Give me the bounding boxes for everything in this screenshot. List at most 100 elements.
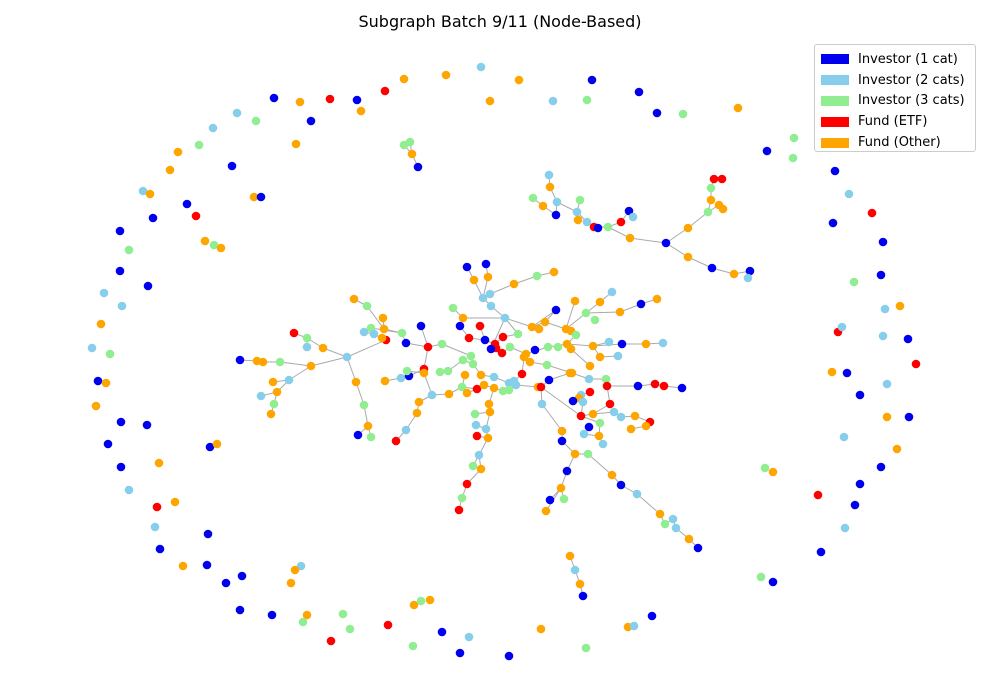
graph-node: [678, 109, 688, 119]
graph-node: [849, 277, 859, 287]
graph-node: [543, 342, 553, 352]
graph-node: [470, 409, 480, 419]
graph-node: [768, 577, 778, 587]
graph-node: [462, 479, 472, 489]
graph-node: [658, 338, 668, 348]
graph-node: [565, 368, 575, 378]
graph-node: [576, 411, 586, 421]
legend-swatch: [821, 54, 849, 65]
graph-node: [855, 390, 865, 400]
graph-node: [628, 212, 638, 222]
legend-swatch: [821, 116, 849, 127]
graph-node: [911, 359, 921, 369]
graph-node: [504, 385, 514, 395]
graph-node: [545, 182, 555, 192]
graph-node: [454, 505, 464, 515]
graph-node: [509, 279, 519, 289]
graph-node: [379, 324, 389, 334]
graph-node: [840, 523, 850, 533]
graph-node: [768, 467, 778, 477]
graph-node: [575, 195, 585, 205]
graph-node: [469, 275, 479, 285]
graph-node: [683, 223, 693, 233]
graph-node: [500, 313, 510, 323]
graph-node: [549, 267, 559, 277]
graph-node: [124, 245, 134, 255]
graph-node: [435, 367, 445, 377]
graph-node: [203, 529, 213, 539]
graph-node: [707, 263, 717, 273]
graph-node: [369, 329, 379, 339]
graph-node: [221, 578, 231, 588]
graph-node: [602, 381, 612, 391]
graph-node: [587, 75, 597, 85]
graph-node: [578, 397, 588, 407]
graph-node: [481, 424, 491, 434]
graph-node: [903, 334, 913, 344]
graph-node: [566, 344, 576, 354]
graph-node: [143, 281, 153, 291]
chart-title: Subgraph Batch 9/11 (Node-Based): [358, 12, 642, 31]
graph-node: [115, 226, 125, 236]
graph-node: [514, 75, 524, 85]
legend-label: Investor (2 cats): [858, 72, 965, 88]
graph-node: [486, 301, 496, 311]
graph-node: [145, 189, 155, 199]
graph-node: [683, 252, 693, 262]
graph-node: [460, 370, 470, 380]
graph-node: [457, 493, 467, 503]
graph-node: [455, 648, 465, 658]
graph-node: [290, 565, 300, 575]
graph-node: [559, 494, 569, 504]
graph-node: [595, 297, 605, 307]
graph-node: [568, 396, 578, 406]
legend-item-investor-1: Investor (1 cat): [821, 49, 969, 70]
graph-node: [458, 355, 468, 365]
legend-swatch: [821, 75, 849, 86]
graph-node: [396, 373, 406, 383]
graph-node: [380, 86, 390, 96]
graph-node: [525, 357, 535, 367]
graph-node: [581, 643, 591, 653]
graph-node: [607, 287, 617, 297]
graph-node: [302, 342, 312, 352]
graph-node: [595, 352, 605, 362]
graph-node: [892, 444, 902, 454]
graph-node: [844, 189, 854, 199]
graph-node: [377, 333, 387, 343]
graph-edge: [541, 403, 563, 432]
graph-node: [155, 544, 165, 554]
graph-node: [462, 388, 472, 398]
graph-node: [517, 369, 527, 379]
graph-node: [837, 322, 847, 332]
graph-node: [419, 368, 429, 378]
graph-node: [105, 349, 115, 359]
legend-item-fund-etf: Fund (ETF): [821, 111, 969, 132]
graph-node: [468, 359, 478, 369]
graph-node: [342, 352, 352, 362]
graph-node: [570, 565, 580, 575]
graph-node: [423, 342, 433, 352]
graph-node: [484, 399, 494, 409]
graph-node: [402, 366, 412, 376]
graph-node: [205, 442, 215, 452]
graph-node: [401, 425, 411, 435]
graph-edge: [565, 300, 576, 330]
graph-node: [513, 329, 523, 339]
graph-edge: [629, 237, 667, 244]
graph-node: [671, 523, 681, 533]
graph-node: [380, 376, 390, 386]
graph-node: [345, 624, 355, 634]
graph-node: [572, 207, 582, 217]
graph-edge: [585, 311, 621, 314]
graph-node: [154, 458, 164, 468]
graph-node: [489, 372, 499, 382]
graph-node: [466, 351, 476, 361]
graph-node: [504, 651, 514, 661]
graph-node: [760, 463, 770, 473]
graph-edge: [310, 356, 348, 367]
graph-node: [227, 161, 237, 171]
graph-node: [641, 339, 651, 349]
graph-node: [613, 351, 623, 361]
